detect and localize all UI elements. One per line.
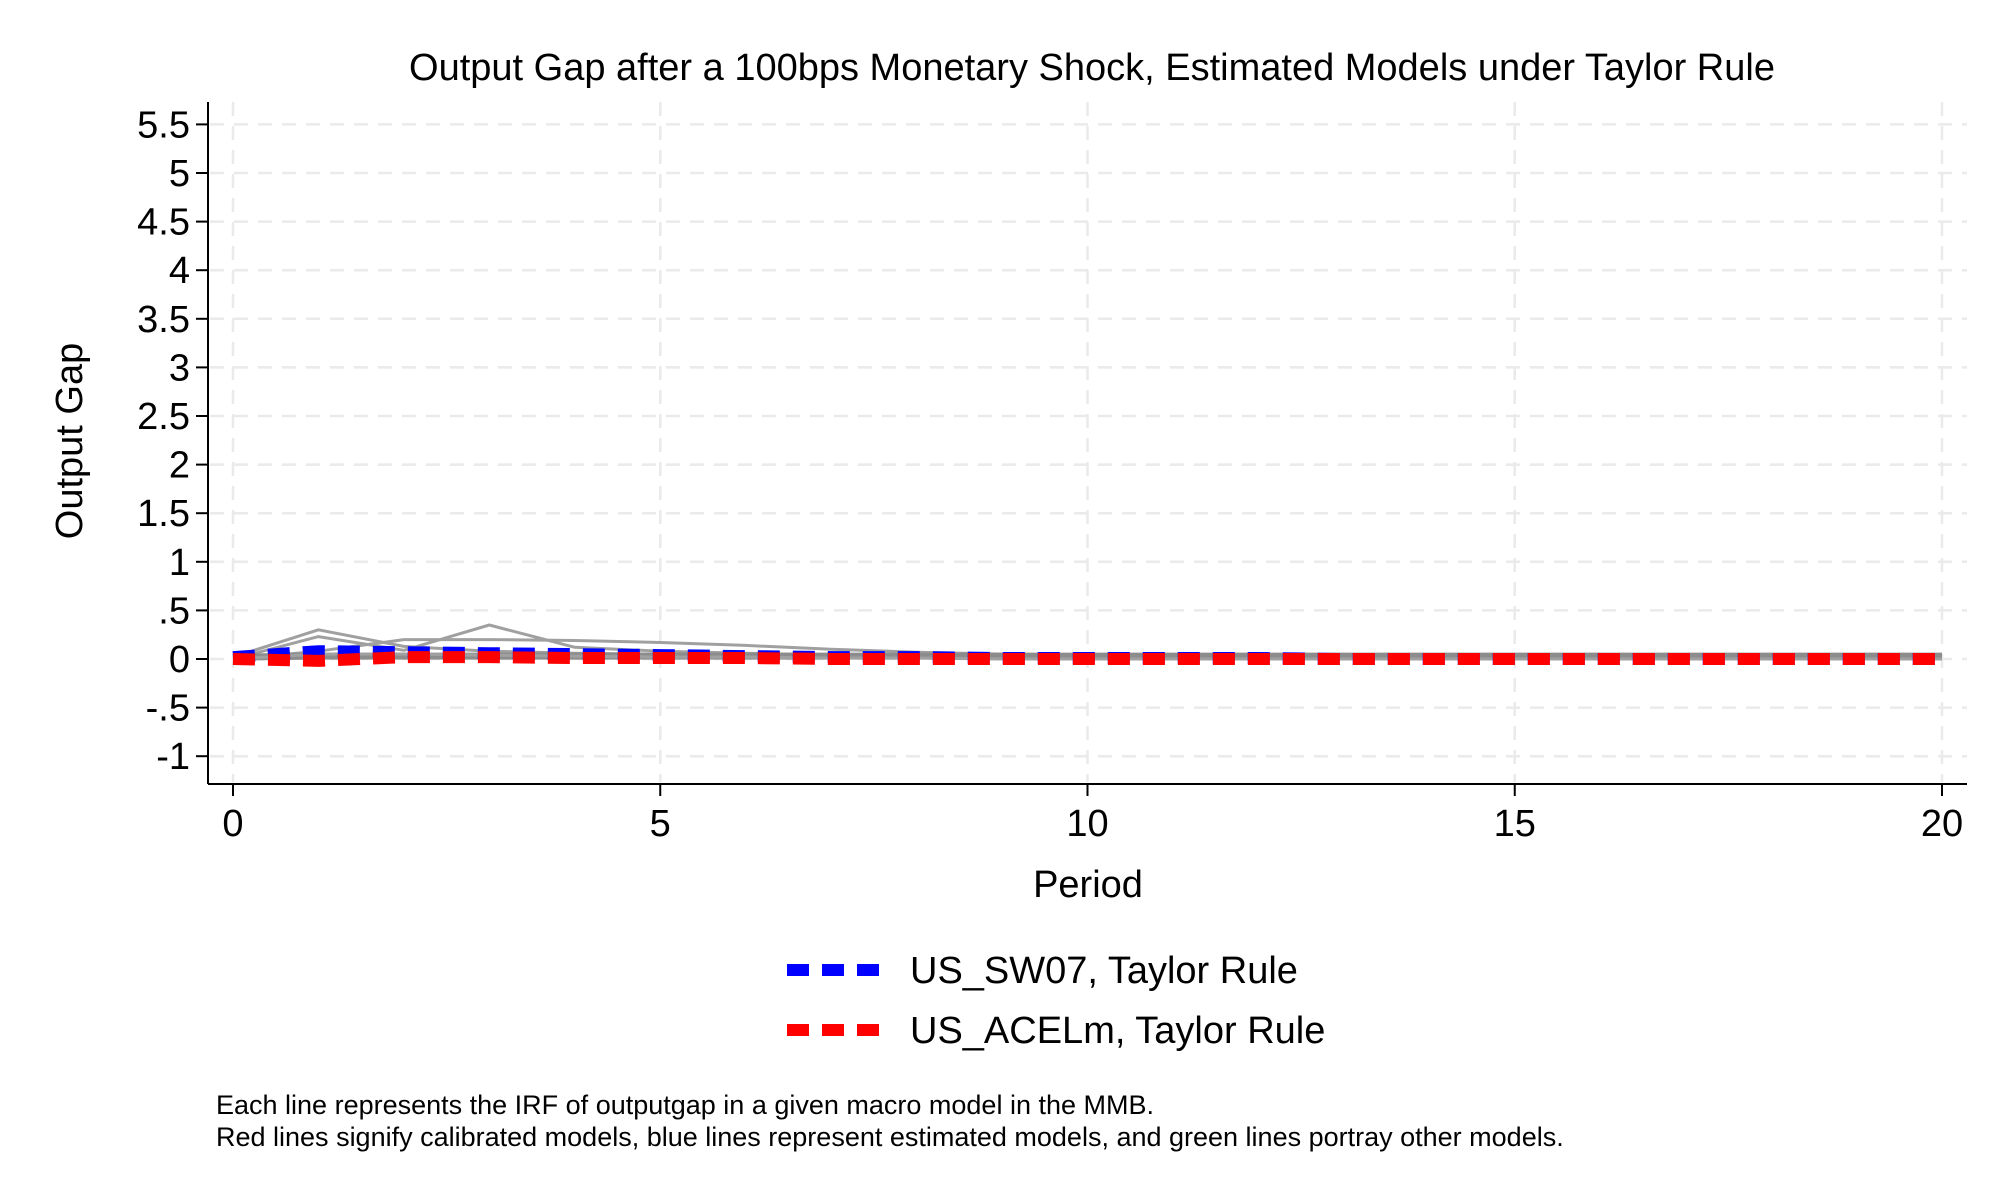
- series-line: [232, 651, 1942, 667]
- x-tick-label: 5: [650, 803, 671, 845]
- y-tick-label: 4: [169, 250, 190, 292]
- x-tick-label: 0: [222, 803, 243, 845]
- legend-label: US_SW07, Taylor Rule: [910, 950, 1298, 992]
- axes: -1 -.5 0 .5 1 1.5 2 2.5 3 3.5 4 4.5 5 5.5 0 5 10 15 20: [137, 102, 1967, 845]
- y-tick-label: .5: [158, 590, 190, 632]
- x-tick-label: 10: [1066, 803, 1108, 845]
- y-tick-label: 3.5: [137, 299, 190, 341]
- x-axis-title: Period: [1033, 864, 1143, 906]
- legend-label: US_ACELm, Taylor Rule: [910, 1010, 1325, 1052]
- y-tick-label: 4.5: [137, 202, 190, 244]
- y-tick-label: -.5: [146, 688, 190, 730]
- y-tick-label: -1: [156, 736, 190, 778]
- legend: US_SW07, Taylor Rule US_ACELm, Taylor Rul…: [787, 950, 1325, 1052]
- chart-title: Output Gap after a 100bps Monetary Shock…: [409, 47, 1775, 89]
- y-tick-label: 5.5: [137, 104, 190, 146]
- y-tick-label: 5: [169, 153, 190, 195]
- highlighted-series: [232, 645, 1942, 667]
- y-tick-label: 0: [169, 639, 190, 681]
- y-tick-label: 1: [169, 542, 190, 584]
- note-line-2: Red lines signify calibrated models, blu…: [216, 1122, 1564, 1152]
- note-line-1: Each line represents the IRF of outputga…: [216, 1090, 1154, 1120]
- y-tick-label: 2.5: [137, 396, 190, 438]
- y-tick-label: 2: [169, 445, 190, 487]
- y-axis-title: Output Gap: [49, 343, 91, 539]
- x-tick-label: 20: [1921, 803, 1963, 845]
- y-tick-label: 3: [169, 347, 190, 389]
- y-tick-label: 1.5: [137, 493, 190, 535]
- x-tick-label: 15: [1494, 803, 1536, 845]
